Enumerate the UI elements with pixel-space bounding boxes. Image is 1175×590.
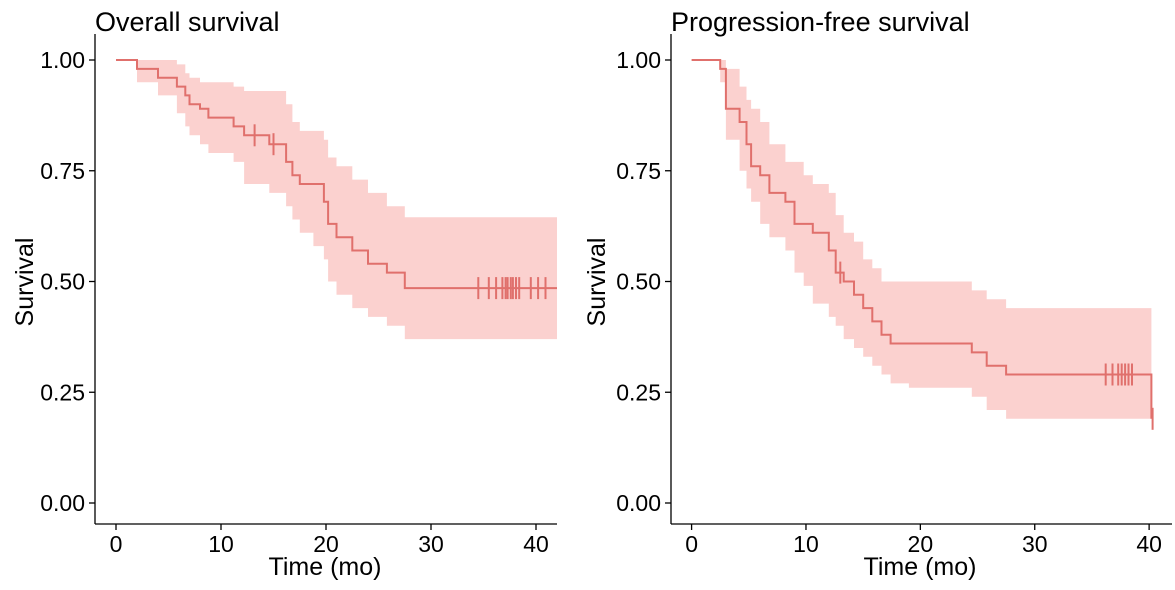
progression-free-survival-panel: Progression-free survival Time (mo) Surv… — [583, 7, 1172, 581]
y-axis-title: Survival — [583, 238, 611, 327]
x-tick-label: 10 — [208, 531, 234, 557]
y-tick-label: 0.00 — [40, 490, 85, 516]
x-tick-label: 0 — [685, 531, 698, 557]
x-axis-title: Time (mo) — [864, 553, 977, 581]
confidence-band — [691, 60, 1152, 468]
y-tick-label: 0.50 — [40, 269, 85, 295]
x-tick-label: 20 — [908, 531, 934, 557]
y-tick-label: 0.50 — [616, 269, 661, 295]
plot-area — [116, 59, 557, 340]
y-tick-label: 0.25 — [616, 379, 661, 405]
overall-survival-panel: Overall survival Time (mo) Survival 0.00… — [11, 7, 557, 581]
x-tick-label: 20 — [313, 531, 339, 557]
x-axis-title: Time (mo) — [269, 553, 382, 581]
confidence-band — [116, 60, 557, 340]
y-tick-label: 0.00 — [616, 490, 661, 516]
chart-title: Progression-free survival — [671, 7, 970, 37]
y-tick-label: 1.00 — [616, 47, 661, 73]
y-tick-label: 0.25 — [40, 379, 85, 405]
y-tick-label: 0.75 — [40, 158, 85, 184]
y-tick-label: 0.75 — [616, 158, 661, 184]
x-tick-label: 40 — [523, 531, 549, 557]
survival-curve — [116, 59, 557, 290]
chart-title: Overall survival — [95, 7, 280, 37]
y-axis-title: Survival — [11, 238, 39, 327]
survival-curve — [691, 59, 1153, 419]
x-tick-label: 30 — [1022, 531, 1048, 557]
x-tick-label: 40 — [1136, 531, 1162, 557]
x-tick-label: 30 — [418, 531, 444, 557]
x-tick-label: 0 — [110, 531, 123, 557]
y-tick-label: 1.00 — [40, 47, 85, 73]
plot-area — [691, 59, 1154, 468]
x-tick-label: 10 — [793, 531, 819, 557]
